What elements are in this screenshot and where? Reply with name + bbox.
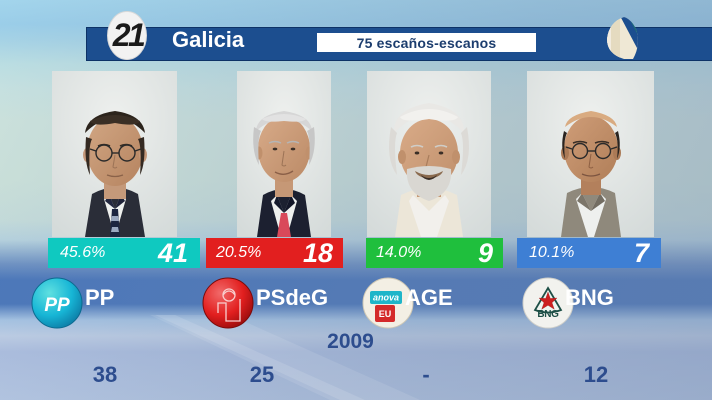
svg-text:BNG: BNG [537,309,559,320]
svg-text:EU: EU [379,309,392,319]
svg-text:anova: anova [373,293,399,303]
svg-text:21: 21 [112,17,145,53]
svg-text:PP: PP [44,295,70,316]
